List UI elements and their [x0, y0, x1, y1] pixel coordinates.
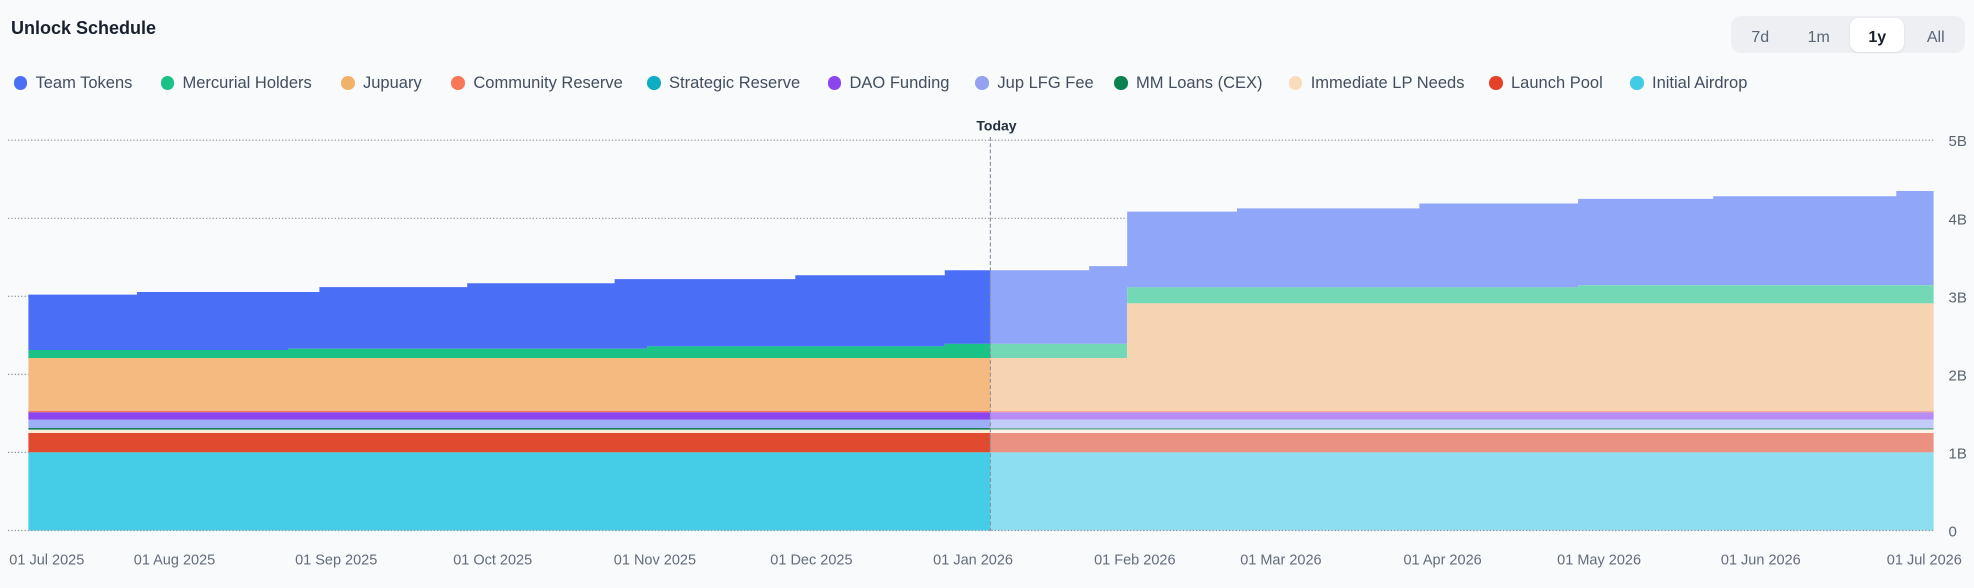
- svg-text:01 Apr 2026: 01 Apr 2026: [1403, 553, 1481, 569]
- svg-text:01 Sep 2025: 01 Sep 2025: [295, 553, 377, 569]
- svg-text:Today: Today: [976, 118, 1016, 134]
- svg-text:01 Jul 2026: 01 Jul 2026: [1887, 553, 1962, 569]
- svg-text:5B: 5B: [1949, 133, 1967, 150]
- svg-text:1B: 1B: [1949, 445, 1967, 462]
- svg-text:0: 0: [1949, 524, 1957, 541]
- svg-text:01 Jul 2025: 01 Jul 2025: [9, 553, 84, 569]
- svg-text:01 Oct 2025: 01 Oct 2025: [453, 553, 532, 569]
- svg-text:01 Mar 2026: 01 Mar 2026: [1240, 553, 1321, 569]
- svg-text:01 Dec 2025: 01 Dec 2025: [770, 553, 852, 569]
- svg-text:01 Nov 2025: 01 Nov 2025: [614, 553, 696, 569]
- svg-text:2B: 2B: [1949, 367, 1967, 384]
- svg-text:01 Aug 2025: 01 Aug 2025: [134, 553, 215, 569]
- svg-text:3B: 3B: [1949, 289, 1967, 306]
- svg-text:4B: 4B: [1949, 211, 1967, 228]
- svg-text:01 May 2026: 01 May 2026: [1557, 553, 1641, 569]
- svg-text:01 Jan 2026: 01 Jan 2026: [933, 553, 1013, 569]
- svg-text:01 Jun 2026: 01 Jun 2026: [1721, 553, 1801, 569]
- svg-text:01 Feb 2026: 01 Feb 2026: [1094, 553, 1175, 569]
